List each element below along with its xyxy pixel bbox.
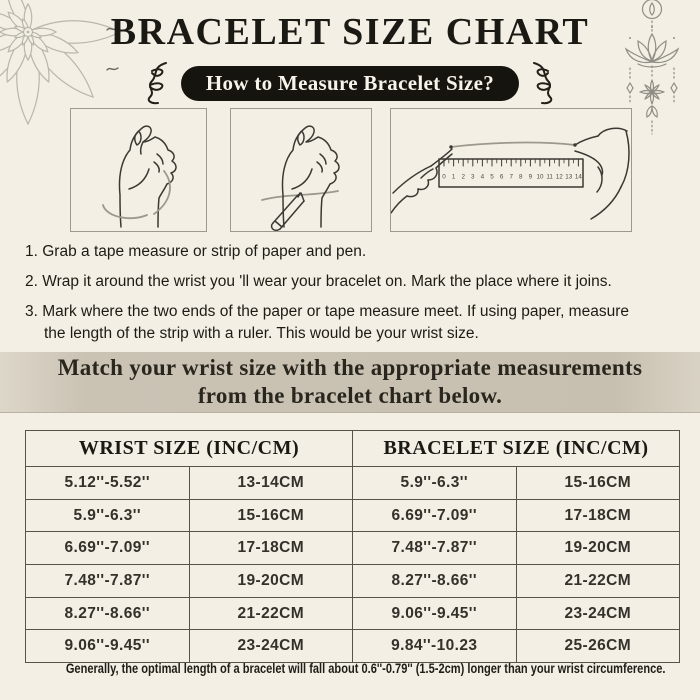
- step-number: 1.: [25, 243, 38, 260]
- measuring-instructions: 1. Grab a tape measure or strip of paper…: [25, 241, 680, 353]
- svg-text:6: 6: [500, 174, 504, 181]
- footer: Generally, the optimal length of a brace…: [0, 660, 700, 678]
- flourish-right-icon: [533, 62, 553, 105]
- ruler-numbers: 0 1 2 3 4 5 6 7 8 9 10 11 12 13 14: [442, 174, 582, 181]
- subtitle-pill: How to Measure Bracelet Size?: [180, 65, 520, 101]
- svg-text:0: 0: [442, 174, 446, 181]
- step-text: Grab a tape measure or strip of paper an…: [42, 243, 367, 260]
- svg-text:12: 12: [556, 174, 564, 181]
- size-chart-table: WRIST SIZE (INC/CM) BRACELET SIZE (INC/C…: [25, 430, 680, 664]
- svg-text:8: 8: [519, 174, 523, 181]
- instruction-step-3: 3. Mark where the two ends of the paper …: [25, 301, 680, 345]
- instruction-step-2: 2. Wrap it around the wrist you 'll wear…: [25, 271, 680, 293]
- wrist-size-header: WRIST SIZE (INC/CM): [25, 430, 353, 467]
- mandala-icon: [0, 0, 122, 126]
- step-text: Wrap it around the wrist you 'll wear yo…: [42, 273, 612, 290]
- svg-text:7: 7: [509, 174, 513, 181]
- bracelet-size-header: BRACELET SIZE (INC/CM): [352, 430, 680, 467]
- flourish-left-icon: [147, 62, 167, 105]
- tape-wrap-illustration: [70, 108, 207, 232]
- table-row: 8.27''-8.66'' 21-22CM 9.06''-9.45'' 23-24C…: [25, 596, 680, 631]
- svg-text:2: 2: [461, 174, 465, 181]
- table-row: 9.06''-9.45'' 23-24CM 9.84''-10.23 25-26CM: [25, 629, 680, 664]
- step-number: 2.: [25, 273, 38, 290]
- hanging-lotus-ornament-icon: [624, 0, 680, 135]
- step-text: Mark where the two ends of the paper or …: [42, 303, 629, 342]
- table-row: 7.48''-7.87'' 19-20CM 8.27''-8.66'' 21-22C…: [25, 564, 680, 598]
- footer-note: Generally, the optimal length of a brace…: [65, 661, 666, 676]
- svg-text:3: 3: [471, 174, 475, 181]
- step-number: 3.: [25, 303, 38, 320]
- pen-mark-illustration: [230, 108, 372, 232]
- table-row: 5.9''-6.3'' 15-16CM 6.69''-7.09'' 17-18CM: [25, 498, 680, 533]
- subtitle-row: How to Measure Bracelet Size?: [0, 61, 700, 105]
- table-row: 6.69''-7.09'' 17-18CM 7.48''-7.87'' 19-20C…: [25, 531, 680, 566]
- table-header-row: WRIST SIZE (INC/CM) BRACELET SIZE (INC/C…: [25, 430, 680, 467]
- instruction-step-1: 1. Grab a tape measure or strip of paper…: [25, 241, 680, 263]
- table-row: 5.12''-5.52'' 13-14CM 5.9''-6.3'' 15-16CM: [25, 466, 680, 500]
- svg-text:9: 9: [529, 174, 533, 181]
- svg-text:11: 11: [546, 174, 553, 181]
- svg-text:10: 10: [536, 174, 544, 181]
- ruler-measure-illustration: 0 1 2 3 4 5 6 7 8 9 10 11 12 13 14: [390, 108, 632, 232]
- svg-text:13: 13: [565, 174, 573, 181]
- svg-text:14: 14: [575, 174, 583, 181]
- svg-text:5: 5: [490, 174, 494, 181]
- svg-text:4: 4: [481, 174, 485, 181]
- banner-text: Match your wrist size with the appropria…: [57, 354, 643, 408]
- match-size-banner: Match your wrist size with the appropria…: [0, 352, 700, 413]
- svg-text:1: 1: [452, 174, 456, 181]
- page-title: BRACELET SIZE CHART: [110, 11, 590, 53]
